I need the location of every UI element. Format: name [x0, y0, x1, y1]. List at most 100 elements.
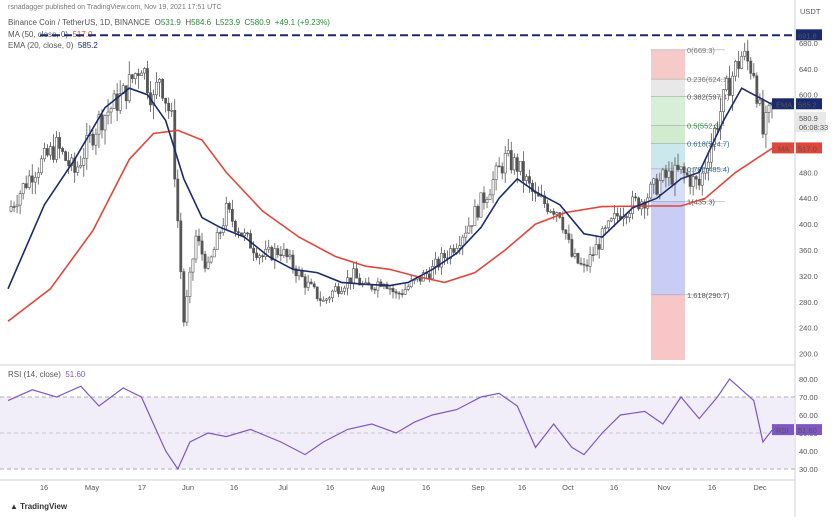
- candle-body: [36, 172, 40, 178]
- candle-body: [515, 157, 519, 172]
- candle-body: [576, 253, 580, 264]
- candle-body: [561, 217, 565, 231]
- candle-body: [734, 61, 738, 77]
- price-tick-label: 680.0: [799, 39, 818, 48]
- time-tick-label: May: [85, 483, 99, 492]
- candle-body: [388, 288, 392, 290]
- candle-body: [464, 232, 468, 238]
- ema-price-label: 585.2: [798, 100, 817, 109]
- candle-body: [33, 177, 37, 183]
- candle-body: [315, 286, 319, 299]
- candle-body: [512, 157, 516, 171]
- candle-body: [400, 293, 404, 295]
- candle-body: [606, 220, 610, 229]
- candle-body: [291, 254, 295, 269]
- candle-body: [215, 232, 219, 250]
- rsi-legend[interactable]: RSI (14, close) 51.60: [8, 370, 85, 379]
- current-price-label: 580.9: [799, 114, 818, 123]
- fib-zone: [651, 49, 685, 80]
- candle-body: [294, 268, 298, 277]
- price-tick-label: 400.0: [799, 220, 818, 229]
- candle-body: [667, 170, 671, 178]
- time-tick-label: 17: [138, 483, 146, 492]
- close-label: C: [244, 18, 251, 27]
- candle-body: [749, 60, 753, 74]
- candle-body: [373, 288, 377, 291]
- ema-legend-label: EMA (20, close, 0): [8, 41, 74, 50]
- ma-legend-label: MA (50, close, 0): [8, 30, 69, 39]
- candle-body: [452, 248, 456, 253]
- candle-body: [431, 266, 434, 280]
- candle-body: [176, 178, 180, 222]
- candle-body: [582, 263, 586, 266]
- candle-body: [343, 287, 346, 292]
- candle-body: [528, 176, 531, 184]
- candle-body: [321, 300, 325, 302]
- candle-body: [167, 102, 171, 112]
- candle-body: [300, 270, 304, 278]
- candle-body: [470, 225, 474, 227]
- candle-body: [203, 253, 207, 269]
- candle-body: [434, 258, 437, 267]
- ema-legend[interactable]: EMA (20, close, 0) 585.2: [8, 41, 98, 50]
- candle-body: [406, 286, 410, 290]
- time-tick-label: 16: [326, 483, 334, 492]
- candle-body: [625, 216, 628, 218]
- candle-body: [755, 75, 759, 104]
- candle-body: [67, 160, 71, 166]
- candle-body: [731, 75, 734, 96]
- candle-body: [597, 244, 601, 250]
- candle-body: [218, 232, 222, 234]
- resistance-price-label-bg: [796, 29, 822, 41]
- candle-body: [440, 253, 443, 268]
- candle-body: [9, 206, 13, 212]
- candle-body: [615, 213, 619, 217]
- price-axis-unit: USDT: [800, 7, 821, 16]
- candle-body: [30, 175, 34, 183]
- candle-body: [58, 137, 61, 149]
- candle-body: [497, 165, 501, 168]
- candle-body: [461, 236, 465, 246]
- candle-body: [761, 99, 765, 135]
- candle-body: [485, 199, 489, 203]
- ma50-line[interactable]: [7, 129, 773, 322]
- fib-zone: [651, 79, 685, 97]
- candle-body: [194, 235, 198, 260]
- candle-body: [52, 146, 55, 160]
- candle-body: [46, 148, 49, 156]
- candle-body: [746, 50, 750, 62]
- candle-body: [146, 68, 149, 94]
- candle-body: [521, 161, 525, 181]
- candle-body: [743, 50, 747, 57]
- tradingview-logo[interactable]: ▲ TradingView: [10, 502, 68, 511]
- low-value: 523.9: [220, 18, 241, 27]
- candle-body: [379, 281, 383, 287]
- candle-body: [570, 239, 574, 257]
- candle-body: [327, 297, 331, 300]
- candle-body: [209, 256, 213, 263]
- ema20-line[interactable]: [7, 87, 773, 290]
- candle-body: [428, 273, 431, 280]
- rsi-line[interactable]: [7, 378, 773, 471]
- fib-level-label: 0.618(524.7): [687, 139, 730, 148]
- candle-body: [643, 201, 647, 209]
- candle-body: [649, 183, 653, 199]
- candle-body: [64, 151, 68, 161]
- time-tick-label: Sep: [471, 483, 484, 492]
- open-value: 531.9: [160, 18, 181, 27]
- time-tick-label: Dec: [753, 483, 767, 492]
- candle-body: [61, 148, 64, 152]
- candle-body: [139, 72, 143, 76]
- candle-body: [685, 172, 689, 176]
- candle-body: [688, 174, 692, 187]
- candle-body: [588, 254, 592, 267]
- price-tick-label: 600.0: [799, 91, 818, 100]
- candle-body: [152, 94, 155, 106]
- high-label: H: [185, 18, 192, 27]
- candle-body: [21, 183, 25, 194]
- candle-body: [525, 176, 528, 181]
- candle-body: [394, 291, 398, 294]
- candle-body: [355, 268, 359, 279]
- candle-body: [482, 192, 486, 203]
